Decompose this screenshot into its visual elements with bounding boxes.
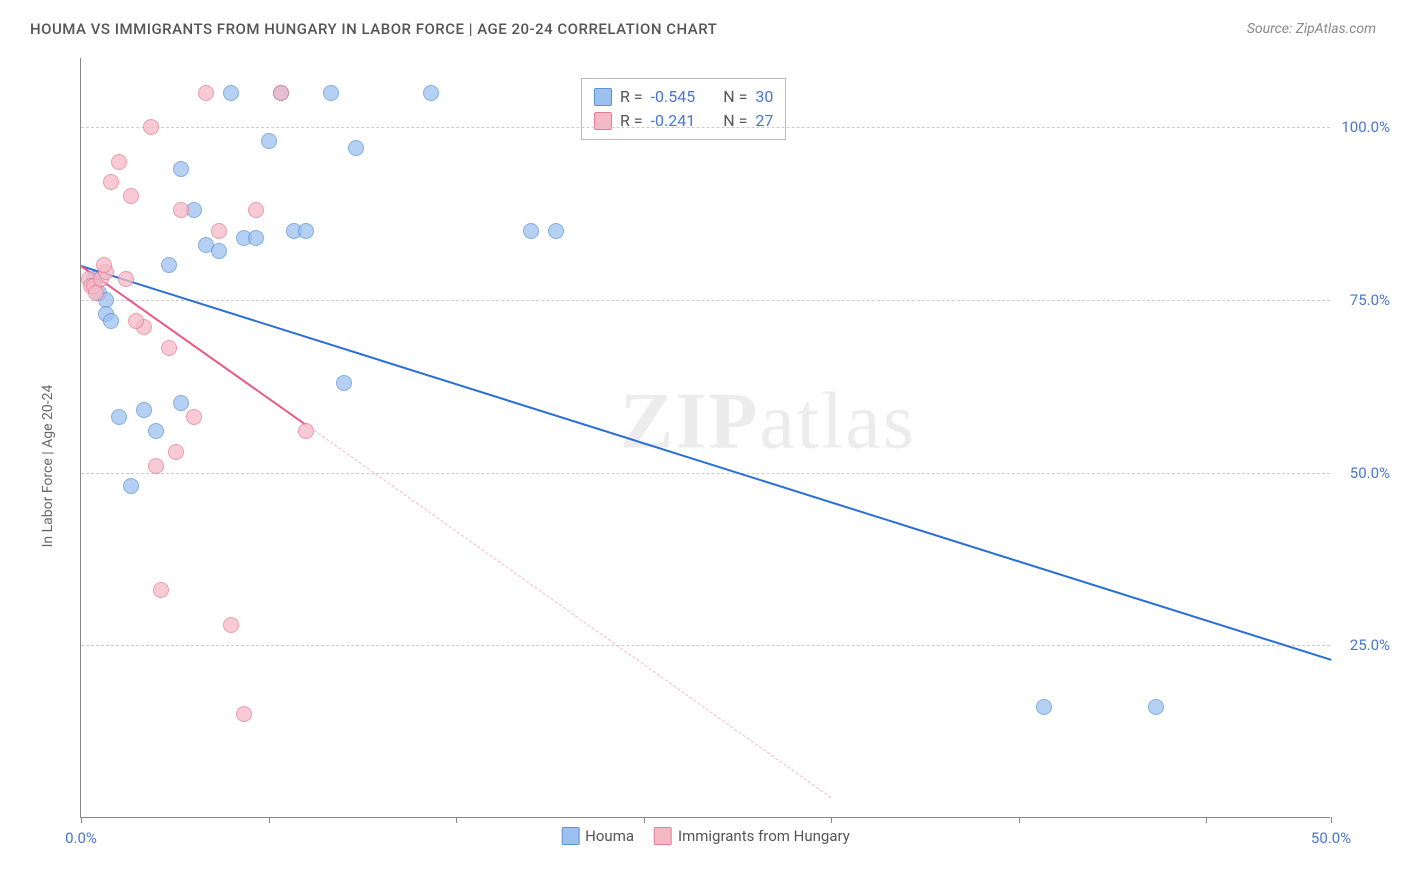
data-point	[111, 409, 127, 425]
data-point	[248, 202, 264, 218]
data-point	[248, 230, 264, 246]
x-tick	[81, 817, 82, 823]
legend-label: Houma	[585, 827, 634, 845]
data-point	[348, 140, 364, 156]
regression-line	[81, 265, 1332, 661]
data-point	[223, 617, 239, 633]
legend-stat-row: R = -0.241 N = 27	[594, 109, 773, 133]
stat-n-label: N =	[723, 85, 747, 109]
y-tick-label: 100.0%	[1341, 118, 1390, 136]
legend-swatch	[654, 827, 672, 845]
data-point	[173, 395, 189, 411]
data-point	[103, 313, 119, 329]
data-point	[148, 423, 164, 439]
gridline	[81, 473, 1330, 474]
data-point	[261, 133, 277, 149]
data-point	[143, 119, 159, 135]
x-tick-label: 50.0%	[1311, 829, 1351, 847]
regression-line	[306, 424, 832, 798]
data-point	[236, 706, 252, 722]
x-tick	[1206, 817, 1207, 823]
gridline	[81, 300, 1330, 301]
x-tick	[644, 817, 645, 823]
data-point	[186, 409, 202, 425]
data-point	[548, 223, 564, 239]
data-point	[123, 188, 139, 204]
data-point	[273, 85, 289, 101]
data-point	[298, 423, 314, 439]
plot-area: ZIPatlas R =-0.545N =30R =-0.241N =27 Ho…	[80, 58, 1330, 818]
stat-r-label: R =	[620, 85, 643, 109]
chart-container: HOUMA VS IMMIGRANTS FROM HUNGARY IN LABO…	[0, 0, 1406, 892]
data-point	[148, 458, 164, 474]
x-tick	[831, 817, 832, 823]
x-tick	[269, 817, 270, 823]
data-point	[161, 340, 177, 356]
regression-line	[80, 265, 306, 426]
data-point	[153, 582, 169, 598]
data-point	[211, 223, 227, 239]
y-tick-label: 50.0%	[1350, 464, 1390, 482]
stat-r-value: -0.545	[651, 85, 696, 109]
chart-title: HOUMA VS IMMIGRANTS FROM HUNGARY IN LABO…	[30, 20, 717, 38]
data-point	[1036, 699, 1052, 715]
data-point	[523, 223, 539, 239]
gridline	[81, 645, 1330, 646]
source-label: Source: ZipAtlas.com	[1247, 21, 1376, 37]
gridline	[81, 127, 1330, 128]
data-point	[111, 154, 127, 170]
stat-n-label: N =	[723, 109, 747, 133]
data-point	[161, 257, 177, 273]
stat-n-value: 27	[755, 109, 773, 133]
x-tick	[1331, 817, 1332, 823]
data-point	[423, 85, 439, 101]
legend-label: Immigrants from Hungary	[678, 827, 850, 845]
data-point	[128, 313, 144, 329]
stat-n-value: 30	[755, 85, 773, 109]
legend-item: Immigrants from Hungary	[654, 827, 850, 845]
x-tick-label: 0.0%	[65, 829, 97, 847]
y-tick-label: 25.0%	[1350, 636, 1390, 654]
y-axis-label: In Labor Force | Age 20-24	[40, 385, 56, 548]
data-point	[123, 478, 139, 494]
data-point	[336, 375, 352, 391]
legend-stat-row: R = -0.545 N = 30	[594, 85, 773, 109]
x-tick	[1019, 817, 1020, 823]
legend-swatch	[594, 88, 612, 106]
legend-series: Houma Immigrants from Hungary	[561, 827, 850, 845]
data-point	[173, 161, 189, 177]
data-point	[103, 174, 119, 190]
data-point	[168, 444, 184, 460]
legend-stats: R = -0.545 N = 30 R = -0.241 N = 27	[581, 78, 786, 140]
data-point	[88, 285, 104, 301]
data-point	[298, 223, 314, 239]
chart-wrap: In Labor Force | Age 20-24 ZIPatlas R =-…	[30, 48, 1376, 868]
header: HOUMA VS IMMIGRANTS FROM HUNGARY IN LABO…	[30, 20, 1376, 38]
y-tick-label: 75.0%	[1350, 291, 1390, 309]
watermark: ZIPatlas	[620, 377, 916, 468]
data-point	[323, 85, 339, 101]
legend-swatch	[561, 827, 579, 845]
data-point	[136, 402, 152, 418]
data-point	[1148, 699, 1164, 715]
data-point	[96, 257, 112, 273]
data-point	[118, 271, 134, 287]
x-tick	[456, 817, 457, 823]
data-point	[223, 85, 239, 101]
legend-item: Houma	[561, 827, 634, 845]
stat-r-value: -0.241	[651, 109, 696, 133]
stat-r-label: R =	[620, 109, 643, 133]
data-point	[211, 243, 227, 259]
data-point	[173, 202, 189, 218]
data-point	[198, 85, 214, 101]
